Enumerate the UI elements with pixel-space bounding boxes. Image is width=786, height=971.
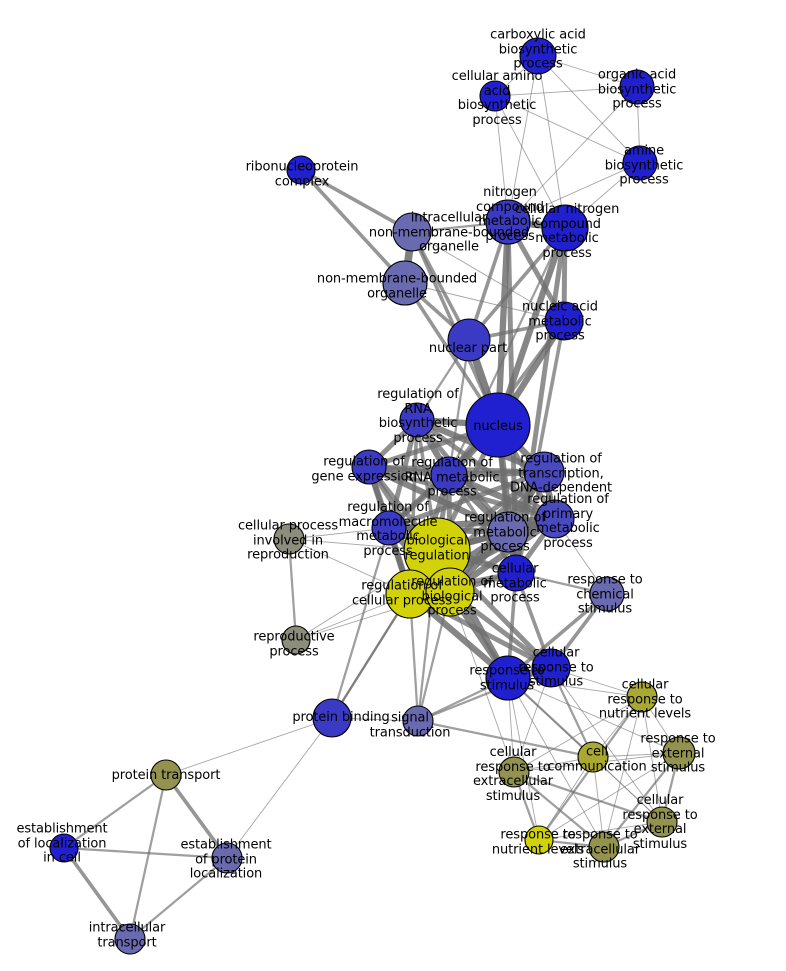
network-node[interactable] <box>479 80 511 112</box>
network-edge <box>416 666 553 723</box>
network-node[interactable] <box>523 451 565 493</box>
network-edge <box>330 526 391 720</box>
node-layer[interactable] <box>49 37 696 955</box>
network-node[interactable] <box>281 625 311 655</box>
network-edge <box>603 696 643 848</box>
network-node[interactable] <box>312 698 352 738</box>
network-node[interactable] <box>588 831 620 863</box>
network-edge <box>386 469 547 531</box>
network-edge <box>62 773 168 850</box>
network-edge <box>537 55 566 229</box>
network-edge <box>512 770 664 824</box>
network-edge <box>164 773 229 860</box>
network-edge <box>494 95 566 229</box>
network-node[interactable] <box>447 318 491 362</box>
network-node[interactable] <box>382 260 428 306</box>
network-edge <box>538 752 680 841</box>
network-node[interactable] <box>619 69 655 105</box>
network-node[interactable] <box>402 705 434 737</box>
network-edge <box>507 677 540 841</box>
network-edge <box>507 677 643 698</box>
network-edge <box>226 717 333 859</box>
network-edge <box>404 282 565 322</box>
network-node[interactable] <box>465 392 531 458</box>
network-node[interactable] <box>519 37 557 75</box>
network-edge <box>513 696 643 773</box>
network-node[interactable] <box>498 756 530 788</box>
network-node[interactable] <box>114 923 146 955</box>
network-edge <box>447 338 471 477</box>
network-node[interactable] <box>662 736 696 770</box>
network-edge <box>299 168 407 285</box>
network-edge <box>299 168 414 234</box>
network-node[interactable] <box>646 806 678 838</box>
network-edge <box>507 677 680 754</box>
network-edge <box>128 856 229 941</box>
network-node[interactable] <box>425 567 475 617</box>
network-edge <box>165 717 333 776</box>
network-node[interactable] <box>626 681 658 713</box>
network-edge <box>602 751 681 849</box>
network-edge <box>287 537 298 642</box>
network-node[interactable] <box>485 199 531 245</box>
network-edge <box>128 773 168 941</box>
network-edge <box>411 231 565 322</box>
network-node[interactable] <box>430 456 468 494</box>
network-edge <box>416 719 595 759</box>
network-edge <box>512 770 606 849</box>
network-edge <box>507 677 605 848</box>
edge-layer <box>62 55 681 941</box>
network-edge <box>538 821 663 841</box>
network-edge <box>513 225 568 576</box>
network-node[interactable] <box>589 576 625 612</box>
network-edge <box>507 162 641 223</box>
network-node[interactable] <box>211 842 243 874</box>
network-edge <box>467 226 567 342</box>
network-node[interactable] <box>487 511 529 553</box>
network-edge <box>494 95 641 164</box>
network-node[interactable] <box>392 212 432 252</box>
network-edge <box>449 591 515 773</box>
network-node[interactable] <box>541 204 589 252</box>
network-node[interactable] <box>273 523 305 555</box>
network-node[interactable] <box>577 741 609 773</box>
network-edge <box>507 55 539 223</box>
network-edge <box>641 696 663 823</box>
network-edge <box>62 846 132 941</box>
network-node[interactable] <box>531 648 571 688</box>
network-edge <box>538 756 594 841</box>
network-edge <box>537 55 641 164</box>
network-edge <box>366 464 558 522</box>
network-node[interactable] <box>497 554 535 592</box>
network-node[interactable] <box>544 301 584 341</box>
network-node[interactable] <box>535 499 575 539</box>
network-node[interactable] <box>622 145 658 181</box>
network-node[interactable] <box>485 655 531 701</box>
network-node[interactable] <box>49 833 79 863</box>
network-node[interactable] <box>399 402 435 438</box>
network-node[interactable] <box>150 759 182 791</box>
network-node[interactable] <box>351 449 387 485</box>
network-node[interactable] <box>524 825 554 855</box>
network-edge <box>507 86 638 223</box>
network-node[interactable] <box>286 155 316 185</box>
network-edge <box>62 846 229 860</box>
network-node[interactable] <box>371 510 407 546</box>
network-edge <box>494 86 638 97</box>
network-edge <box>592 756 663 823</box>
